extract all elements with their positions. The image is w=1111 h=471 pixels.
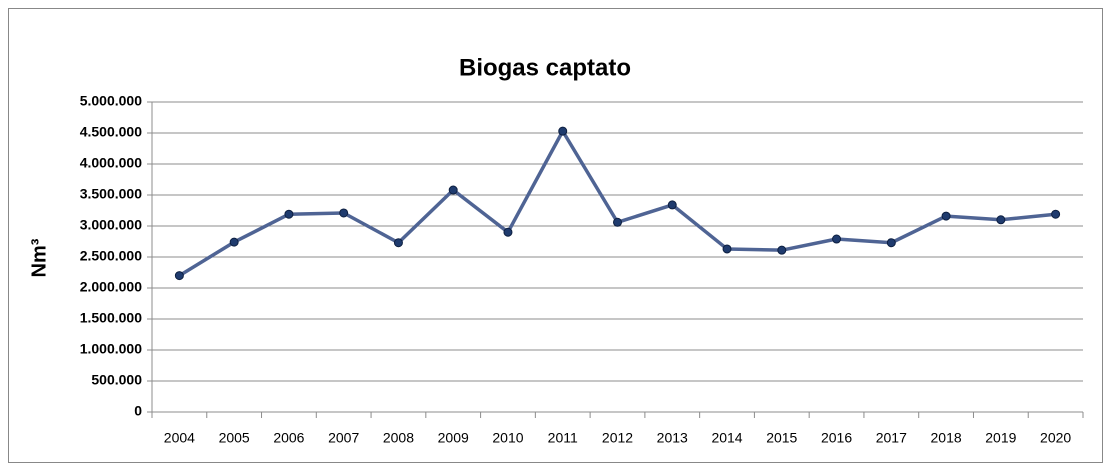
data-point xyxy=(393,238,403,248)
x-tick-label: 2019 xyxy=(985,430,1016,446)
y-tick-label: 4.500.000 xyxy=(80,124,142,140)
x-tick-label: 2007 xyxy=(328,430,359,446)
y-tick-label: 500.000 xyxy=(91,372,142,388)
x-tick-label: 2018 xyxy=(931,430,962,446)
y-tick-label: 2.000.000 xyxy=(80,279,142,295)
y-tick-label: 1.000.000 xyxy=(80,341,142,357)
data-point xyxy=(667,200,677,210)
data-point xyxy=(339,208,349,218)
chart-border xyxy=(8,8,1103,463)
data-point xyxy=(613,217,622,227)
data-point xyxy=(722,244,732,254)
x-tick-label: 2012 xyxy=(602,430,633,446)
data-point xyxy=(996,215,1006,225)
data-point xyxy=(284,209,294,219)
data-point xyxy=(886,238,896,248)
y-tick-label: 1.500.000 xyxy=(80,310,142,326)
x-tick-label: 2005 xyxy=(219,430,250,446)
y-tick-label: 3.500.000 xyxy=(80,186,142,202)
x-tick-label: 2009 xyxy=(438,430,469,446)
data-point xyxy=(832,234,842,244)
data-point xyxy=(777,245,787,255)
y-tick-label: 3.000.000 xyxy=(80,217,142,233)
data-point xyxy=(174,271,184,281)
x-tick-label: 2015 xyxy=(766,430,797,446)
chart-title: Biogas captato xyxy=(459,54,631,81)
data-point xyxy=(503,227,513,237)
y-tick-label: 5.000.000 xyxy=(80,93,142,109)
x-tick-label: 2011 xyxy=(548,430,578,446)
data-point xyxy=(1051,209,1061,219)
data-point xyxy=(229,237,239,247)
data-point xyxy=(941,211,951,221)
y-tick-label: 0 xyxy=(134,403,142,419)
y-tick-label: 2.500.000 xyxy=(80,248,142,264)
x-tick-label: 2004 xyxy=(164,430,195,446)
x-tick-label: 2014 xyxy=(711,430,742,446)
x-tick-label: 2008 xyxy=(383,430,414,446)
x-tick-label: 2006 xyxy=(273,430,304,446)
y-tick-label: 4.000.000 xyxy=(80,155,142,171)
x-tick-label: 2017 xyxy=(876,430,907,446)
data-point xyxy=(448,185,458,195)
x-tick-label: 2013 xyxy=(657,430,688,446)
x-tick-label: 2016 xyxy=(821,430,852,446)
y-axis-label: Nm³ xyxy=(28,238,50,277)
data-point xyxy=(558,126,568,136)
x-tick-label: 2020 xyxy=(1040,430,1071,446)
x-tick-label: 2010 xyxy=(492,430,523,446)
